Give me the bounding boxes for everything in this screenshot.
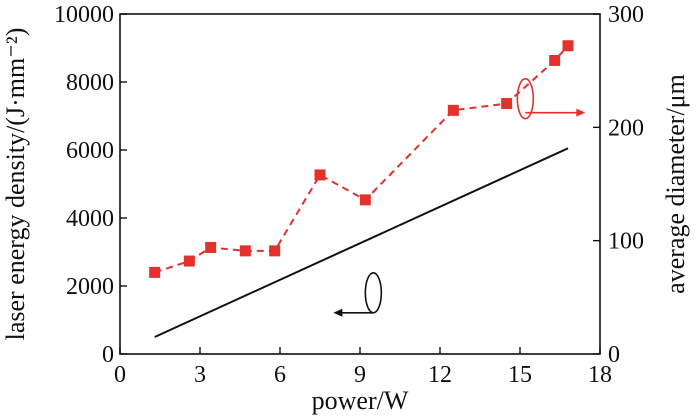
annotation-layer xyxy=(333,77,586,317)
diameter-data-point xyxy=(549,54,561,66)
indicator-ellipse xyxy=(364,271,383,314)
x-tick-label: 12 xyxy=(428,362,452,388)
right-axis-title: average diameter/μm xyxy=(661,74,690,294)
diameter-data-point xyxy=(205,241,217,253)
left-tick-label: 6000 xyxy=(66,138,114,164)
diameter-series-line xyxy=(154,45,569,274)
x-axis-ticks: 0 3 6 9 12 15 18 xyxy=(114,347,612,388)
diameter-data-point xyxy=(269,245,281,257)
left-tick-label: 2000 xyxy=(66,274,114,300)
left-axis-title: laser energy density/(J·mm⁻²) xyxy=(1,28,30,341)
left-tick-label: 0 xyxy=(102,342,114,368)
plot-frame xyxy=(119,13,601,355)
left-tick-label: 8000 xyxy=(66,70,114,96)
right-tick-label: 200 xyxy=(608,115,644,141)
indicator-arrow-head xyxy=(333,308,343,317)
diameter-data-point xyxy=(183,255,195,267)
right-axis-indicator xyxy=(516,77,586,120)
x-tick-label: 6 xyxy=(274,362,286,388)
series-layer xyxy=(149,40,574,338)
diameter-data-point xyxy=(239,245,251,257)
x-axis-title: power/W xyxy=(312,386,409,415)
x-tick-label: 0 xyxy=(114,362,126,388)
x-tick-label: 3 xyxy=(194,362,206,388)
right-tick-label: 0 xyxy=(608,342,620,368)
diameter-data-point xyxy=(359,194,371,206)
diameter-data-point xyxy=(149,266,161,278)
right-tick-label: 100 xyxy=(608,229,644,255)
diameter-data-point xyxy=(314,169,326,181)
diameter-data-point xyxy=(501,98,513,110)
left-axis-ticks: 0 2000 4000 6000 8000 10000 xyxy=(54,2,127,368)
right-axis-ticks: 0 100 200 300 xyxy=(593,2,644,368)
diameter-data-point xyxy=(562,40,574,52)
left-tick-label: 4000 xyxy=(66,206,114,232)
x-tick-label: 9 xyxy=(354,362,366,388)
x-tick-label: 18 xyxy=(588,362,612,388)
indicator-ellipse xyxy=(516,77,535,120)
left-axis-indicator xyxy=(333,271,383,317)
energy-density-series-line xyxy=(154,147,569,338)
right-tick-label: 300 xyxy=(608,2,644,28)
left-tick-label: 10000 xyxy=(54,2,114,28)
x-tick-label: 15 xyxy=(508,362,532,388)
diameter-data-point xyxy=(447,104,459,116)
indicator-arrow-head xyxy=(576,108,586,117)
